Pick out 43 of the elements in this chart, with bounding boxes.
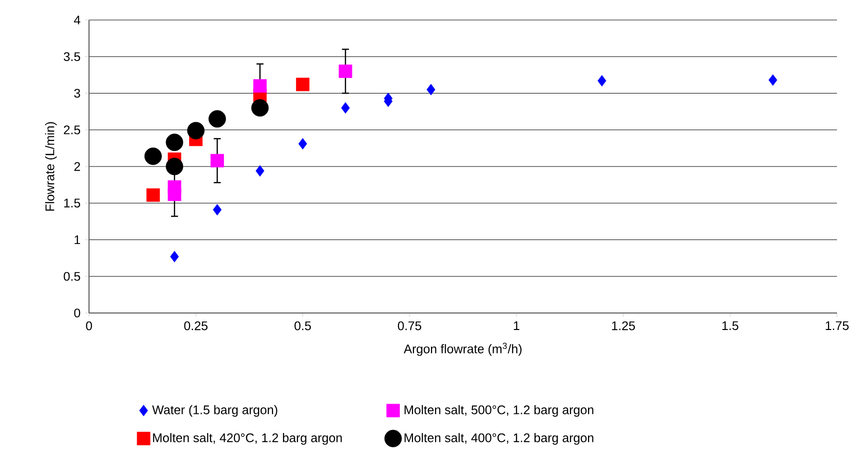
point (166, 134, 184, 152)
x-axis-title: Argon flowrate (m$^{3}$/h) (404, 342, 522, 356)
point (168, 188, 182, 202)
point (210, 154, 224, 168)
legend-label: Molten salt, 420°C, 1.2 barg argon (153, 433, 342, 445)
legend-label: Water (1.5 barg argon) (152, 405, 278, 417)
x-tick-label: 1.25 (612, 321, 635, 330)
y-tick-label: 1 (74, 235, 80, 244)
y-tick-label: 2.5 (64, 125, 80, 134)
point (212, 204, 222, 216)
x-tick-label: 1.75 (826, 321, 849, 330)
y-axis-title: Flowrate (L/min) (45, 122, 57, 211)
point (208, 110, 226, 128)
x-tick-label: 1 (514, 321, 520, 330)
point (338, 64, 352, 78)
y-tick-label: 1.5 (64, 198, 80, 208)
y-tick-label: 3 (74, 88, 80, 98)
point (341, 102, 350, 114)
point (426, 84, 436, 96)
legend-label: Molten salt, 500°C, 1.2 barg argon (404, 405, 594, 417)
point (768, 74, 778, 86)
y-tick-label: 3.5 (64, 52, 80, 62)
x-tick-label: 1.5 (722, 321, 738, 330)
x-tick-label: 0.25 (184, 321, 208, 330)
x-tick-label: 0 (86, 321, 92, 330)
point (253, 79, 267, 93)
point (251, 99, 269, 117)
x-tick-label: 0.75 (398, 321, 422, 330)
point (598, 75, 606, 86)
y-tick-label: 4 (74, 16, 80, 24)
point (146, 188, 160, 202)
y-tick-label: 0 (74, 308, 80, 318)
point (144, 148, 162, 165)
point (166, 158, 184, 176)
point (256, 165, 264, 177)
point (187, 122, 205, 140)
legend-label: Molten salt, 400°C, 1.2 barg argon (404, 433, 594, 445)
y-tick-label: 2 (74, 162, 80, 171)
x-tick-label: 0.5 (294, 321, 311, 330)
point (296, 78, 310, 92)
point (170, 250, 179, 262)
point (298, 138, 308, 150)
y-tick-label: 0.5 (64, 272, 80, 281)
